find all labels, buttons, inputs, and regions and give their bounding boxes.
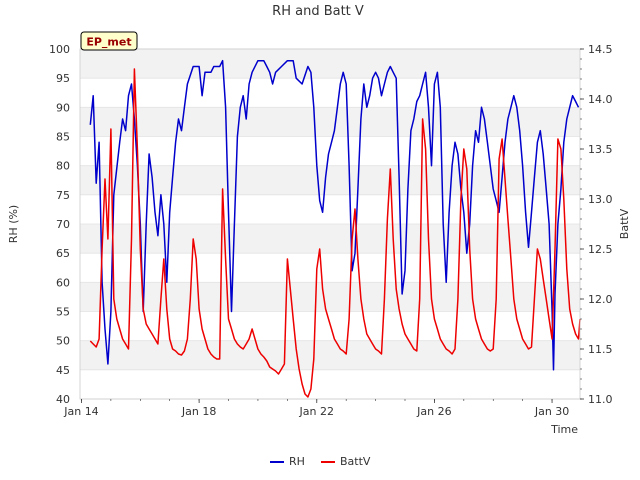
x-tick-label: Jan 18 — [181, 405, 216, 418]
grid-band — [80, 282, 580, 312]
series-layer — [89, 59, 581, 398]
y-left-tick-label: 90 — [56, 101, 70, 114]
y-left-axis-label: RH (%) — [7, 205, 20, 243]
grid-band — [80, 49, 580, 79]
y-right-tick-label: 13.5 — [588, 143, 613, 156]
legend: RH BattV — [270, 455, 371, 468]
y-left-tick-label: 50 — [56, 335, 70, 348]
y-right-tick-label: 12.5 — [588, 243, 613, 256]
series-line-rh — [89, 59, 580, 371]
legend-label-battv: BattV — [340, 455, 371, 468]
station-badge-label: EP_met — [86, 36, 131, 49]
y-left-tick-label: 95 — [56, 72, 70, 85]
y-left-tick-label: 85 — [56, 131, 70, 144]
legend-label-rh: RH — [289, 455, 305, 468]
y-right-tick-label: 11.0 — [588, 393, 613, 406]
y-left-tick-label: 80 — [56, 160, 70, 173]
grid-band — [80, 224, 580, 254]
y-left-tick-label: 60 — [56, 276, 70, 289]
station-badge-box — [80, 31, 138, 51]
series-line-battv — [89, 68, 581, 398]
x-tick-label: Jan 30 — [534, 405, 569, 418]
x-axis-label: Time — [550, 423, 578, 436]
y-left-tick-label: 75 — [56, 189, 70, 202]
y-left-tick-label: 40 — [56, 393, 70, 406]
y-left-tick-label: 65 — [56, 247, 70, 260]
y-right-tick-label: 14.0 — [588, 93, 613, 106]
plot-frame — [79, 48, 581, 400]
y-right-tick-label: 12.0 — [588, 293, 613, 306]
y-left-axis-ticks: 40 45 50 55 60 65 70 75 80 85 90 95 100 — [49, 43, 70, 406]
y-right-tick-label: 14.5 — [588, 43, 613, 56]
x-tick-label: Jan 26 — [416, 405, 451, 418]
y-right-axis-ticks: 11.0 11.5 12.0 12.5 13.0 13.5 14.0 14.5 — [580, 43, 613, 406]
grid-band — [80, 340, 580, 370]
y-left-tick-label: 55 — [56, 306, 70, 319]
chart-title: RH and Batt V — [272, 4, 364, 19]
y-left-tick-label: 100 — [49, 43, 70, 56]
x-axis-ticks: Jan 14 Jan 18 Jan 22 Jan 26 Jan 30 — [63, 399, 569, 418]
x-tick-label: Jan 22 — [299, 405, 334, 418]
x-tick-label: Jan 14 — [63, 405, 98, 418]
grid-band — [80, 165, 580, 195]
y-left-tick-label: 45 — [56, 364, 70, 377]
y-left-tick-label: 70 — [56, 218, 70, 231]
y-right-axis-label: BattV — [618, 208, 631, 239]
station-badge: EP_met — [80, 31, 138, 51]
y-right-tick-label: 13.0 — [588, 193, 613, 206]
grid-band — [80, 107, 580, 137]
y-right-tick-label: 11.5 — [588, 343, 613, 356]
